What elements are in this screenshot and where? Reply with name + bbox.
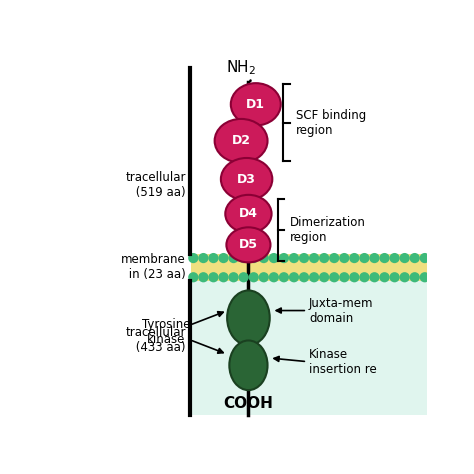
Text: Dimerization
region: Dimerization region	[290, 216, 366, 244]
Circle shape	[188, 272, 199, 283]
Text: NH$_2$: NH$_2$	[226, 58, 256, 77]
Text: Juxta-mem
domain: Juxta-mem domain	[309, 297, 374, 325]
Circle shape	[369, 272, 380, 283]
Text: tracellular
 (519 aa): tracellular (519 aa)	[126, 171, 186, 199]
Circle shape	[269, 272, 279, 283]
Text: D2: D2	[232, 134, 251, 147]
Circle shape	[329, 272, 339, 283]
Circle shape	[289, 253, 299, 263]
Circle shape	[228, 272, 239, 283]
Ellipse shape	[227, 291, 270, 345]
Circle shape	[208, 253, 219, 263]
Circle shape	[359, 253, 370, 263]
Text: D3: D3	[237, 173, 256, 186]
Circle shape	[198, 253, 209, 263]
Ellipse shape	[229, 340, 267, 390]
Circle shape	[299, 253, 309, 263]
Ellipse shape	[231, 83, 281, 126]
Circle shape	[309, 253, 319, 263]
Text: membrane
 in (23 aa): membrane in (23 aa)	[121, 254, 186, 282]
Circle shape	[400, 253, 410, 263]
Circle shape	[208, 272, 219, 283]
Circle shape	[349, 272, 359, 283]
Bar	[191, 254, 427, 282]
Ellipse shape	[227, 228, 271, 263]
Text: D5: D5	[239, 238, 258, 251]
Circle shape	[400, 272, 410, 283]
Circle shape	[319, 253, 329, 263]
Circle shape	[419, 272, 430, 283]
Text: SCF binding
region: SCF binding region	[296, 109, 366, 137]
Circle shape	[279, 253, 289, 263]
Circle shape	[219, 272, 228, 283]
Circle shape	[379, 253, 390, 263]
FancyBboxPatch shape	[191, 282, 427, 415]
Ellipse shape	[221, 158, 272, 201]
Circle shape	[309, 272, 319, 283]
Circle shape	[339, 253, 349, 263]
Circle shape	[410, 272, 420, 283]
Circle shape	[248, 272, 259, 283]
Circle shape	[259, 253, 269, 263]
Ellipse shape	[215, 119, 267, 163]
Circle shape	[248, 253, 259, 263]
Circle shape	[279, 272, 289, 283]
Circle shape	[269, 253, 279, 263]
Text: COOH: COOH	[224, 396, 273, 411]
Circle shape	[188, 253, 199, 263]
Circle shape	[259, 272, 269, 283]
Circle shape	[349, 253, 359, 263]
Circle shape	[238, 253, 249, 263]
Circle shape	[198, 272, 209, 283]
Circle shape	[419, 253, 430, 263]
Text: tracellular
 (433 aa): tracellular (433 aa)	[126, 326, 186, 354]
Text: D4: D4	[239, 207, 258, 220]
Text: Kinase
insertion re: Kinase insertion re	[309, 347, 377, 375]
Circle shape	[289, 272, 299, 283]
Circle shape	[228, 253, 239, 263]
Circle shape	[339, 272, 349, 283]
Circle shape	[299, 272, 309, 283]
Circle shape	[319, 272, 329, 283]
Circle shape	[390, 253, 400, 263]
Text: Tyrosine
kinase: Tyrosine kinase	[142, 319, 190, 346]
Circle shape	[369, 253, 380, 263]
Text: D1: D1	[246, 98, 265, 111]
Circle shape	[238, 272, 249, 283]
Circle shape	[359, 272, 370, 283]
Circle shape	[410, 253, 420, 263]
Circle shape	[219, 253, 228, 263]
Ellipse shape	[225, 195, 272, 233]
Circle shape	[379, 272, 390, 283]
Circle shape	[329, 253, 339, 263]
Circle shape	[390, 272, 400, 283]
